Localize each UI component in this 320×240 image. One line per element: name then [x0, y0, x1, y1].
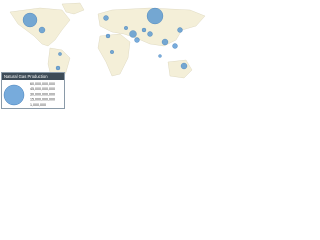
legend-title: Natural Gas Production: [2, 73, 64, 80]
legend-bubble: [3, 84, 25, 106]
bubbles: [22, 7, 188, 71]
legend-label: 30,000,000,000: [30, 92, 55, 96]
legend-label: 60,000,000,000: [30, 82, 55, 86]
legend-label: 45,000,000,000: [30, 87, 55, 91]
legend-label: 15,000,000,000: [30, 98, 55, 102]
page: Natural Gas Production 60,000,000,000 45,…: [0, 0, 220, 110]
legend-body: 60,000,000,00045,000,000,00030,000,000,0…: [3, 82, 55, 107]
legend-labels: 60,000,000,00045,000,000,00030,000,000,0…: [30, 82, 55, 107]
land: [9, 2, 206, 93]
legend-label: 1,000,000: [30, 103, 46, 107]
legend: Natural Gas Production 60,000,000,000 45,…: [1, 72, 65, 109]
